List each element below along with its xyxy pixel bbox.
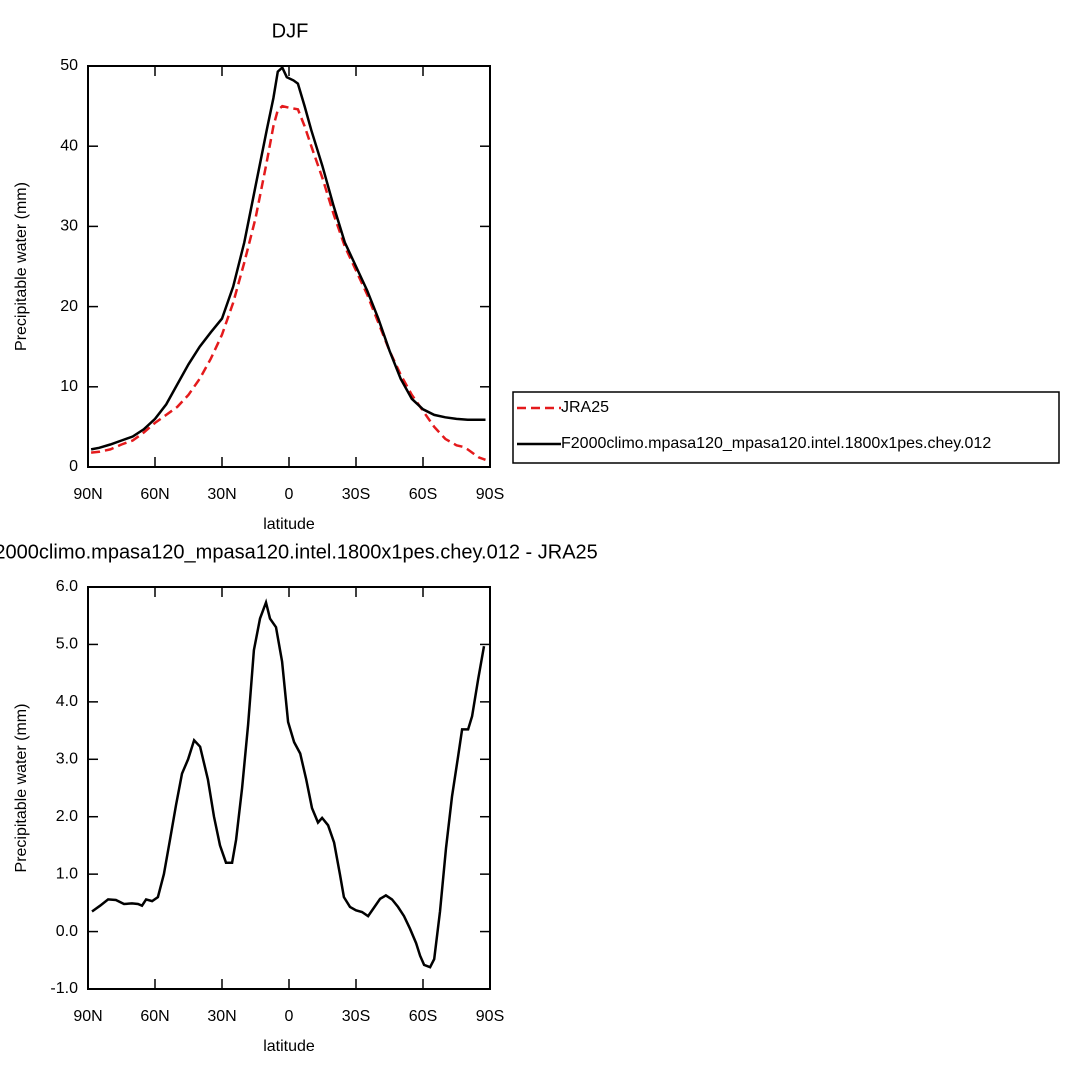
x-tick-label: 90N bbox=[73, 1008, 102, 1025]
chart-title: DJF bbox=[272, 20, 309, 42]
x-tick-label: 90S bbox=[476, 1008, 504, 1025]
y-tick-label: 6.0 bbox=[56, 578, 78, 595]
data-line bbox=[90, 104, 486, 461]
y-axis-label: Precipitable water (mm) bbox=[13, 182, 30, 351]
x-tick-label: 30S bbox=[342, 1008, 370, 1025]
chart-title: F2000climo.mpasa120_mpasa120.intel.1800x… bbox=[0, 541, 598, 563]
x-tick-label: 60S bbox=[409, 486, 437, 503]
y-tick-label: 20 bbox=[60, 298, 78, 315]
data-line bbox=[91, 598, 486, 969]
x-tick-label: 90S bbox=[476, 486, 504, 503]
x-tick-label: 30N bbox=[207, 1008, 236, 1025]
legend-label: F2000climo.mpasa120_mpasa120.intel.1800x… bbox=[561, 435, 991, 452]
plot-frame bbox=[87, 586, 491, 990]
y-tick-label: 3.0 bbox=[56, 751, 78, 768]
x-tick-label: 0 bbox=[285, 1008, 294, 1025]
x-axis-label: latitude bbox=[263, 1038, 315, 1055]
y-tick-label: 1.0 bbox=[56, 865, 78, 882]
y-axis-label: Precipitable water (mm) bbox=[13, 704, 30, 873]
x-tick-label: 60N bbox=[140, 1008, 169, 1025]
y-tick-label: -1.0 bbox=[50, 980, 78, 997]
y-tick-label: 5.0 bbox=[56, 636, 78, 653]
x-tick-label: 30S bbox=[342, 486, 370, 503]
data-line bbox=[90, 65, 486, 451]
x-tick-label: 60N bbox=[140, 486, 169, 503]
y-tick-label: 50 bbox=[60, 57, 78, 74]
y-tick-label: 0 bbox=[69, 458, 78, 475]
x-axis-label: latitude bbox=[263, 516, 315, 533]
y-tick-label: 10 bbox=[60, 378, 78, 395]
y-tick-label: 30 bbox=[60, 218, 78, 235]
y-tick-label: 4.0 bbox=[56, 693, 78, 710]
x-tick-label: 90N bbox=[73, 486, 102, 503]
plot-frame bbox=[87, 65, 491, 468]
x-tick-label: 60S bbox=[409, 1008, 437, 1025]
y-tick-label: 0.0 bbox=[56, 923, 78, 940]
legend-label: JRA25 bbox=[561, 399, 609, 416]
x-tick-label: 30N bbox=[207, 486, 236, 503]
y-tick-label: 2.0 bbox=[56, 808, 78, 825]
x-tick-label: 0 bbox=[285, 486, 294, 503]
y-tick-label: 40 bbox=[60, 137, 78, 154]
legend-box bbox=[512, 391, 1060, 464]
